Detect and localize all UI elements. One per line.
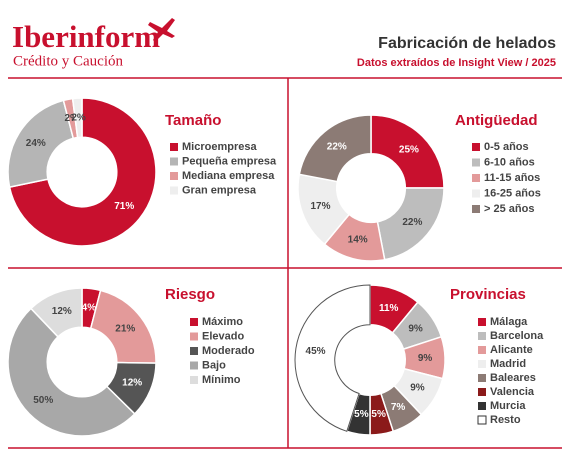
value-label: 50% [33,395,53,406]
legend-label: Murcia [490,400,526,412]
value-label: 7% [391,402,406,413]
legend-swatch [190,361,198,370]
value-label: 11% [379,303,399,314]
donut-slice [298,114,372,183]
value-label: 24% [26,138,46,149]
tagline: Crédito y Caución [13,53,123,69]
legend-label: Alicante [490,344,533,356]
value-label: 5% [354,409,369,420]
value-label: 17% [311,201,331,212]
donut-slice [29,287,83,338]
value-label: 12% [52,306,72,317]
donut-slice [8,97,157,247]
value-label: 14% [348,235,368,246]
legend-label: Elevado [202,330,244,342]
value-label: 21% [115,324,135,335]
legend-swatch [472,189,480,198]
legend-swatch [170,186,178,195]
legend-label: Baleares [490,372,536,384]
legend-swatch [472,174,480,182]
legend-label: Mínimo [202,374,241,386]
value-label: 22% [402,217,422,228]
legend-swatch [190,347,198,355]
value-label: 22% [327,141,347,152]
chart-title: Tamaño [165,112,221,129]
legend-swatch [478,346,486,354]
chart-title: Provincias [450,286,526,303]
legend-label: > 25 años [484,203,534,215]
legend-label: Mediana empresa [182,170,275,182]
legend-swatch [170,143,178,151]
donut-slice [71,97,83,139]
legend-label: Microempresa [182,141,257,153]
page-subtitle: Datos extraídos de Insight View / 2025 [357,57,556,69]
value-label: 25% [399,145,419,156]
value-label: 45% [306,346,326,357]
legend-swatch [170,157,178,166]
legend-label: 6-10 años [484,156,535,168]
chart-title: Riesgo [165,286,215,303]
legend-swatch [170,172,178,180]
page-title: Fabricación de helados [378,35,556,52]
legend-swatch [477,415,487,425]
legend-label: Bajo [202,359,226,371]
legend-label: Máximo [202,316,243,328]
legend-label: Valencia [490,386,535,398]
legend-label: Moderado [202,345,255,357]
donut-slice [376,187,445,261]
value-label: 71% [114,201,134,212]
legend-label: Pequeña empresa [182,155,277,167]
legend-label: Madrid [490,358,526,370]
value-label: 4% [82,303,97,314]
legend-swatch [472,205,480,213]
legend-label: Barcelona [490,330,544,342]
donut-slice [370,114,445,189]
legend-label: Gran empresa [182,184,257,196]
legend-swatch [478,374,486,382]
donut-slice [7,307,136,437]
value-label: 5% [371,409,386,420]
legend-swatch [478,402,486,410]
value-label: 9% [408,324,423,335]
legend-label: 0-5 años [484,141,529,153]
value-label: 9% [418,353,433,364]
brand: Iberinform [12,19,160,54]
value-label: 12% [122,378,142,389]
legend-label: 16-25 años [484,187,541,199]
value-label: 2% [71,112,86,123]
value-label: 9% [410,383,425,394]
chart-title: Antigüedad [455,112,538,129]
legend-swatch [478,332,486,340]
donut-slice [7,99,75,189]
donut-slice [294,284,371,432]
legend-swatch [190,376,198,384]
logo-icon [148,18,175,42]
legend-swatch [478,318,486,326]
legend-label: 11-15 años [484,172,540,184]
legend-swatch [472,143,480,151]
legend-swatch [478,388,486,396]
legend-swatch [472,158,480,167]
legend-label: Resto [490,414,521,426]
value-label: 2% [64,113,79,124]
legend-label: Málaga [490,316,528,328]
legend-swatch [190,332,198,341]
legend-swatch [190,318,198,326]
legend-swatch [478,360,486,368]
